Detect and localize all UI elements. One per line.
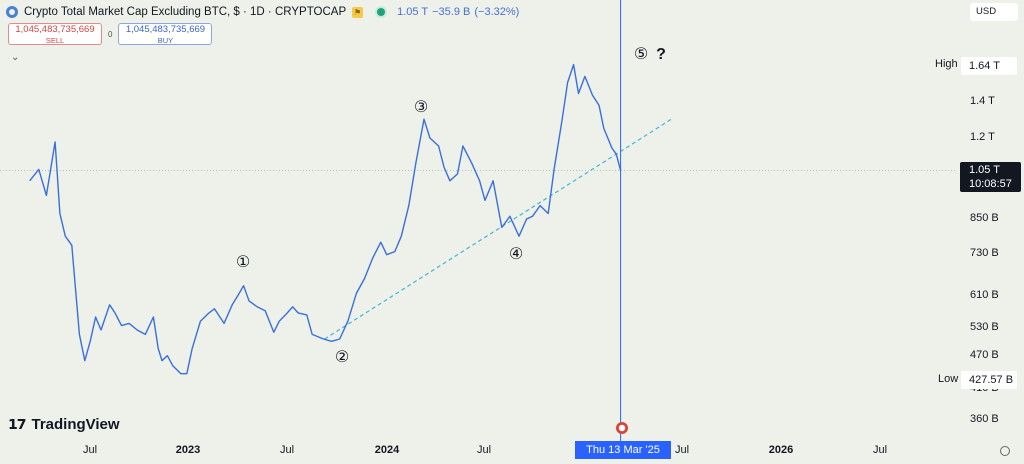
price-tick-label: 1.2 T — [970, 131, 995, 143]
tradingview-logo[interactable]: 𝟭𝟳 TradingView — [8, 416, 120, 433]
currency-selector[interactable]: USD — [970, 3, 1018, 21]
bar-countdown: 10:08:57 — [969, 178, 1012, 190]
price-tick-label: 530 B — [970, 321, 999, 333]
tradingview-wordmark: TradingView — [31, 416, 120, 433]
time-tick-label: Jul — [82, 444, 98, 456]
symbol-logo-icon — [6, 6, 18, 18]
us-flag-event-icon[interactable] — [616, 422, 628, 434]
wave-label-4[interactable]: ④ — [509, 244, 523, 263]
price-tick-label: 850 B — [970, 212, 999, 224]
buy-button[interactable]: 1,045,483,735,669 BUY — [118, 23, 213, 45]
sell-button[interactable]: 1,045,483,735,669 SELL — [8, 23, 102, 45]
time-tick-label: 2023 — [175, 444, 201, 456]
flag-icon[interactable]: ⚑ — [352, 6, 364, 18]
time-tick-label: 2024 — [374, 444, 400, 456]
chevron-down-icon[interactable]: ⌄ — [11, 52, 20, 63]
wave-label-5[interactable]: ⑤ — [634, 44, 648, 63]
time-tick-label: Jul — [476, 444, 492, 456]
price-tick-label: 1.4 T — [970, 95, 995, 107]
trend-line[interactable] — [324, 118, 672, 340]
price-tick-label: 360 B — [970, 413, 999, 425]
wave-label-1[interactable]: ① — [236, 252, 250, 271]
spread-value: 0 — [108, 29, 113, 39]
price-tick-label: 610 B — [970, 289, 999, 301]
wave-5-question-mark[interactable]: ? — [656, 46, 666, 63]
high-value: 1.64 T — [961, 57, 1017, 75]
symbol-title[interactable]: Crypto Total Market Cap Excluding BTC, $… — [24, 6, 347, 18]
time-tick-label: 2026 — [768, 444, 794, 456]
price-series-line[interactable] — [29, 63, 622, 375]
time-tick-label: Jul — [872, 444, 888, 456]
low-label: Low — [938, 373, 959, 385]
low-value: 427.57 B — [961, 371, 1017, 389]
gear-icon[interactable] — [1000, 446, 1010, 456]
wave-label-3[interactable]: ③ — [414, 97, 428, 116]
time-tick-label: Jul — [279, 444, 295, 456]
time-tick-label: Jul — [674, 444, 690, 456]
last-value-readout: 1.05 T −35.9 B (−3.32%) — [397, 6, 520, 18]
price-tick-label: 730 B — [970, 247, 999, 259]
price-tick-label: 470 B — [970, 349, 999, 361]
high-label: High — [935, 58, 958, 70]
crosshair-date-label: Thu 13 Mar '25 — [575, 441, 671, 459]
current-price-badge: 1.05 T 10:08:57 — [960, 162, 1021, 192]
tradingview-logo-icon: 𝟭𝟳 — [8, 416, 27, 432]
wave-label-2[interactable]: ② — [335, 347, 349, 366]
current-price-value: 1.05 T — [969, 164, 1000, 176]
chart-header: Crypto Total Market Cap Excluding BTC, $… — [6, 4, 523, 20]
market-status-icon — [377, 8, 386, 16]
trade-panel: 1,045,483,735,669 SELL 0 1,045,483,735,66… — [8, 23, 213, 45]
